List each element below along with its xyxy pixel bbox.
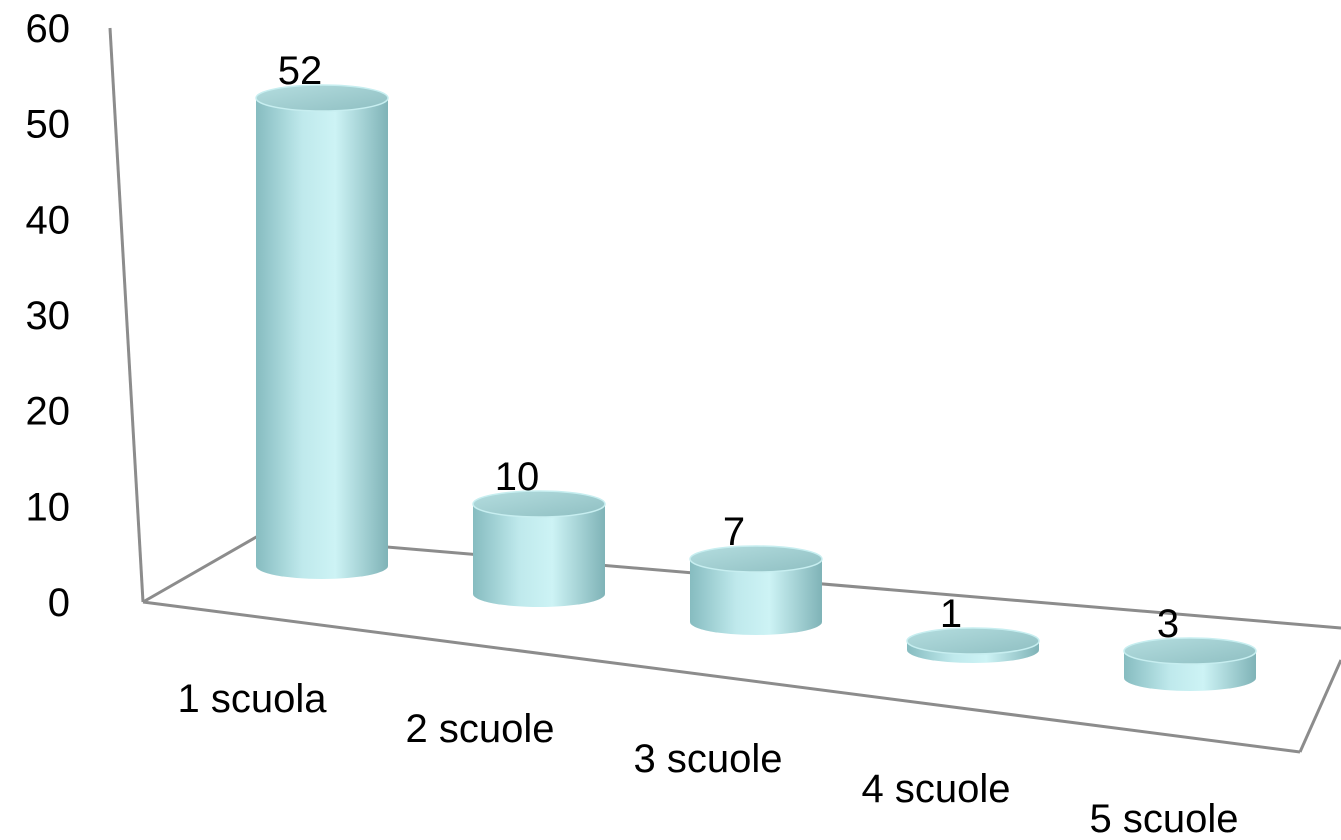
y-tick-label: 40: [26, 198, 71, 242]
y-tick-label: 10: [26, 485, 71, 529]
bar-body: [473, 504, 605, 607]
y-tick-label: 50: [26, 103, 71, 147]
bar-top: [1123, 637, 1257, 665]
x-category-label: 2 scuole: [406, 707, 555, 751]
data-labels-group: 52 10 7 1 3: [278, 49, 1179, 646]
x-category-label: 3 scuole: [634, 737, 783, 781]
y-tick-label: 0: [48, 581, 70, 625]
chart-frame: [108, 27, 1341, 754]
bar-top: [689, 545, 823, 573]
data-label: 1: [940, 592, 962, 636]
bar-body: [256, 98, 388, 579]
bar-top: [255, 84, 389, 112]
bar-body: [690, 559, 822, 635]
bar-top: [906, 627, 1040, 655]
bar-top: [472, 490, 606, 518]
bars-group: [255, 84, 1257, 691]
data-label: 52: [278, 49, 323, 93]
y-axis-line: [108, 27, 145, 603]
data-label: 10: [495, 455, 540, 499]
y-tick-label: 30: [26, 294, 71, 338]
bar-1: [255, 84, 389, 579]
y-tick-label: 20: [26, 390, 71, 434]
x-category-label: 1 scuola: [178, 677, 328, 721]
floor-front-edge: [142, 600, 1301, 754]
bar-2: [472, 490, 606, 607]
x-category-label: 5 scuole: [1090, 797, 1239, 840]
bar-5: [1123, 637, 1257, 691]
bar-3: [689, 545, 823, 635]
y-axis-ticks: 0 10 20 30 40 50 60: [26, 7, 71, 625]
data-label: 7: [723, 510, 745, 554]
data-label: 3: [1157, 602, 1179, 646]
y-tick-label: 60: [26, 7, 71, 51]
x-category-label: 4 scuole: [862, 767, 1011, 811]
bar-4: [906, 627, 1040, 663]
floor-right-edge: [1298, 659, 1341, 753]
category-labels-group: 1 scuola 2 scuole 3 scuole 4 scuole 5 scuole: [178, 677, 1239, 840]
floor-left-edge: [142, 534, 259, 604]
